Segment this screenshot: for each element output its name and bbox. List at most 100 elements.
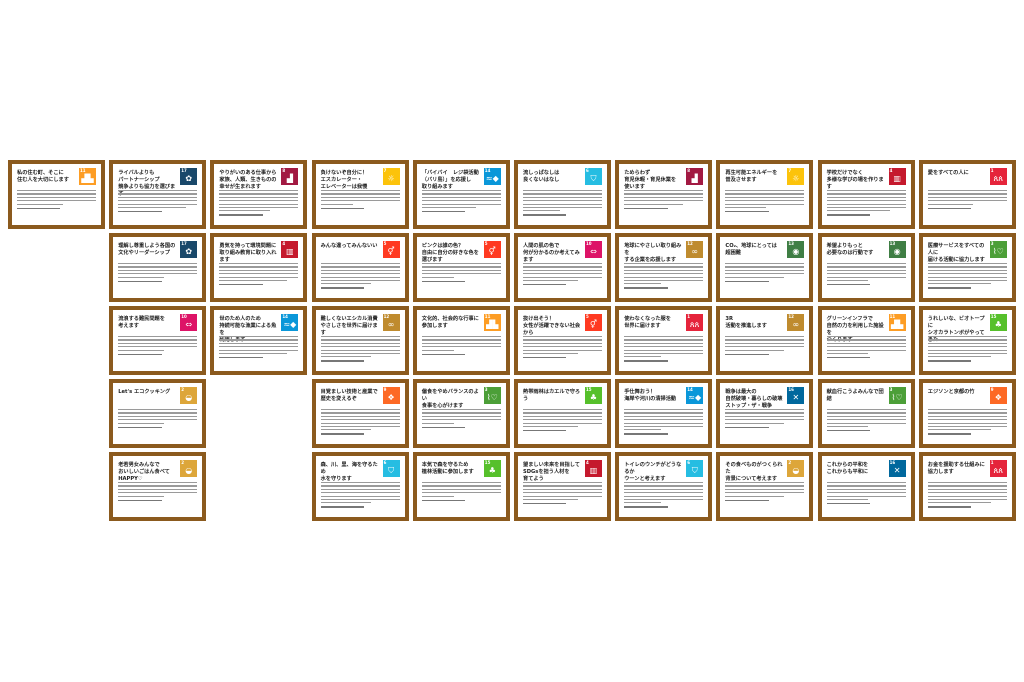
declaration-card: 「バイバイ レジ袋活動 （バリ島）」を応援し 取り組みます 14 ≈◆: [412, 160, 510, 229]
text-line: [826, 482, 906, 484]
text-line: [725, 263, 805, 265]
card-title: 戦争は最大の 自然破壊・暮らしの破壊 ストップ・ザ・戦争: [725, 389, 783, 409]
sdg-glyph: ∞: [792, 320, 800, 329]
text-line: [523, 336, 602, 338]
tree-icon: 15 ♣: [989, 314, 1007, 331]
related-sdgs-line: [320, 207, 365, 209]
text-line: [320, 488, 400, 490]
declaration-card: 使わなくなった服を 世界に届けます 1 ጰጰ: [615, 306, 713, 375]
sdg-glyph: ጰጰ: [993, 466, 1004, 475]
text-line: [927, 492, 1007, 494]
card-title: 私の住む町、そこに 住む人を大切にします: [17, 170, 69, 183]
text-line: [320, 498, 400, 501]
text-line: [624, 279, 704, 282]
card-title: 「バイバイ レジ袋活動 （バリ島）」を応援し 取り組みます: [421, 170, 479, 190]
sdg-goal-number: 2: [181, 387, 184, 392]
card-body-text: [421, 336, 501, 355]
text-line: [927, 279, 1007, 282]
text-line: [624, 349, 704, 351]
text-line: [624, 263, 704, 265]
bowl-icon: 2 ◒: [180, 460, 198, 477]
card-title: みんな違ってみんないい: [320, 243, 378, 249]
text-line: [17, 190, 96, 192]
sdg-glyph: ጰጰ: [993, 174, 1004, 183]
text-line: [624, 482, 704, 484]
text-line: [523, 342, 602, 344]
text-line: [826, 498, 868, 501]
text-line: [523, 276, 602, 278]
card-title: 望ましい未来を目指して SDGsを担う人材を 育てよう: [523, 462, 580, 482]
related-sdgs-line: [421, 426, 466, 428]
text-line: [826, 200, 906, 202]
text-line: [826, 352, 868, 355]
sdg-goal-number: 3: [990, 241, 994, 246]
text-line: [826, 492, 906, 494]
text-line: [523, 419, 602, 421]
industry-cubes-icon: 9 ❖: [382, 387, 400, 404]
text-line: [725, 206, 767, 209]
declaration-card: 流浪する難民問題を 考えます 10 ⇔: [109, 306, 207, 375]
text-line: [927, 356, 991, 358]
text-line: [523, 488, 602, 490]
text-line: [624, 492, 704, 494]
text-line: [421, 203, 501, 205]
text-line: [826, 206, 906, 209]
text-line: [826, 419, 906, 421]
text-line: [927, 498, 1007, 501]
sdg-glyph: ▥: [589, 466, 598, 475]
text-line: [624, 415, 704, 417]
text-line: [219, 269, 299, 271]
card-title: 文化的、社会的な行事に 参加します: [421, 316, 479, 329]
sdg-glyph: ◉: [893, 247, 901, 256]
text-line: [927, 336, 1007, 338]
sdg-glyph: ጰጰ: [689, 320, 700, 329]
gender-icon: 5 ⚥: [483, 241, 501, 258]
card-title: お金を援助する仕組みに 協力します: [927, 462, 985, 475]
text-line: [118, 273, 198, 275]
fish-icon: 14 ≈◆: [483, 168, 501, 185]
sdg-glyph: ♣: [589, 393, 598, 402]
sdg-glyph: ▟▙: [81, 174, 94, 183]
card-title: 地球にやさしい取り組みを する企業を応援します: [624, 243, 682, 263]
sdg-glyph: ✕: [792, 393, 800, 402]
sdg-glyph: ◒: [185, 466, 193, 475]
text-line: [421, 200, 501, 202]
partnership-icon: 17 ✿: [180, 241, 198, 258]
text-line: [118, 269, 198, 271]
declaration-card: CO₂、地球にとっては 超困難 13 ◉: [716, 233, 814, 302]
text-line: [320, 193, 400, 195]
eye-globe-icon: 13 ◉: [888, 241, 906, 258]
text-line: [118, 200, 198, 202]
text-line: [320, 415, 400, 417]
sdg-goal-number: 12: [687, 241, 693, 246]
text-line: [725, 336, 805, 338]
sdg-glyph: ✕: [893, 466, 901, 475]
text-line: [725, 482, 805, 484]
sdg-goal-number: 11: [484, 314, 491, 319]
card-body-text: [320, 482, 400, 508]
related-sdgs-line: [118, 280, 162, 282]
sdg-glyph: ◒: [792, 466, 800, 475]
family-icon: 1 ጰጰ: [686, 314, 704, 331]
sdg-goal-number: 11: [889, 314, 896, 319]
text-line: [927, 488, 1007, 490]
card-body-text: [320, 263, 400, 289]
text-line: [826, 415, 906, 417]
text-line: [219, 279, 288, 282]
text-line: [927, 419, 1007, 421]
partnership-icon: 17 ✿: [180, 168, 198, 185]
text-line: [421, 422, 455, 424]
text-line: [421, 419, 501, 421]
sdg-glyph: ❖: [387, 393, 395, 402]
text-line: [826, 485, 906, 487]
sdg-goal-number: 7: [383, 168, 387, 173]
text-line: [624, 336, 704, 338]
declaration-card: トイレのウンチがどうなるか ウーンと考えます 6 ⛉: [615, 452, 713, 521]
sdg-glyph: ❖: [994, 393, 1002, 402]
dove-gavel-icon: 16 ✕: [787, 387, 805, 404]
related-sdgs-line: [927, 360, 972, 362]
text-line: [523, 349, 602, 351]
sun-energy-icon: 7 ☼: [382, 168, 400, 185]
text-line: [421, 346, 501, 348]
text-line: [826, 193, 906, 195]
